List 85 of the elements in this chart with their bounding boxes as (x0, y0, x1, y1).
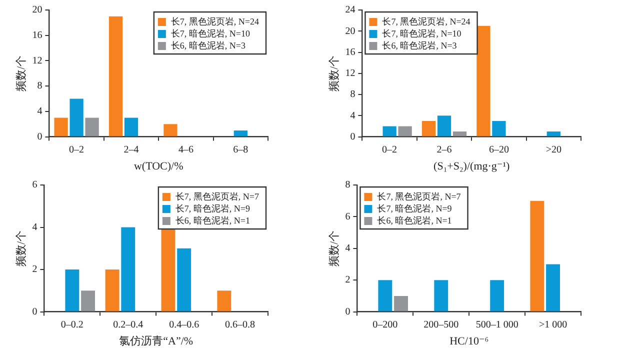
bar (81, 290, 96, 312)
y-tick-label: 4 (32, 222, 38, 233)
bar (234, 130, 248, 136)
x-axis-title: w(TOC)/% (134, 160, 184, 172)
bar (382, 126, 396, 136)
bar (164, 124, 178, 136)
bar (476, 26, 490, 136)
bar (378, 280, 392, 312)
legend-label: 长7, 黑色泥页岩, N=24 (170, 16, 260, 26)
x-tick-label: 0–2 (69, 144, 84, 156)
bar (434, 280, 448, 312)
bar (437, 116, 452, 136)
x-tick-label: 2–6 (436, 144, 452, 156)
x-tick-label: 0–0.2 (60, 319, 84, 330)
bar (54, 118, 68, 136)
legend-label: 长6, 暗色泥岩, N=1 (377, 215, 452, 226)
x-tick-label: >1 000 (538, 319, 568, 330)
y-tick-label: 4 (37, 106, 42, 118)
x-axis-title: HC/10⁻⁶ (450, 335, 489, 348)
y-tick-label: 20 (32, 4, 42, 16)
y-tick-label: 16 (32, 30, 42, 41)
y-tick-label: 8 (350, 89, 356, 100)
y-tick-label: 20 (345, 26, 356, 37)
bar (121, 227, 136, 312)
x-tick-label: 0.2–0.4 (113, 319, 144, 330)
legend-label: 长7, 黑色泥页岩, N=7 (175, 191, 260, 202)
bar (124, 118, 138, 136)
bar (422, 120, 436, 136)
y-tick-label: 4 (350, 110, 356, 122)
legend-label: 长7, 暗色泥岩, N=10 (382, 28, 462, 38)
y-tick-label: 4 (345, 243, 350, 254)
y-tick-label: 0 (350, 131, 356, 142)
x-tick-label: 6–20 (488, 144, 509, 156)
y-tick-label: 0 (37, 131, 42, 142)
legend-label: 长7, 暗色泥岩, N=9 (377, 203, 452, 214)
bar (85, 118, 99, 136)
y-tick-label: 16 (345, 46, 356, 58)
y-tick-label: 12 (32, 55, 42, 66)
bar (398, 126, 412, 136)
x-tick-label: 0–2 (382, 144, 398, 156)
legend-label: 长7, 黑色泥页岩, N=7 (377, 191, 462, 202)
y-tick-label: 0 (345, 306, 350, 318)
bar (394, 296, 408, 312)
x-tick-label: 0–200 (372, 319, 398, 330)
x-tick-label: 2–4 (124, 144, 139, 156)
bar (490, 280, 504, 312)
bar (530, 200, 544, 312)
y-tick-label: 12 (345, 68, 356, 80)
x-tick-label: 0.4–0.6 (169, 319, 200, 330)
y-tick-label: 24 (345, 4, 356, 16)
x-axis-title: 氯仿沥青“A”/% (119, 334, 194, 348)
y-tick-label: 8 (345, 180, 350, 191)
y-tick-label: 6 (32, 180, 38, 191)
bar (492, 120, 506, 136)
y-axis-title: 频数/个 (15, 230, 28, 266)
y-tick-label: 2 (345, 274, 350, 286)
bar (177, 248, 192, 312)
bar (105, 270, 120, 312)
x-tick-label: >20 (546, 144, 562, 156)
x-tick-label: 200–500 (424, 319, 459, 330)
legend-label: 长7, 暗色泥岩, N=10 (170, 28, 250, 38)
legend-label: 长7, 暗色泥岩, N=9 (175, 203, 250, 214)
bar (546, 264, 560, 312)
y-axis-title: 频数/个 (328, 55, 340, 92)
bar (65, 270, 80, 312)
x-tick-label: 500–1 000 (476, 319, 518, 330)
x-tick-label: 0.6–0.8 (225, 319, 256, 330)
legend-label: 长6, 暗色泥岩, N=3 (382, 40, 458, 50)
y-tick-label: 2 (32, 264, 38, 276)
bar (108, 16, 123, 136)
bar (452, 132, 467, 136)
y-tick-label: 8 (37, 80, 42, 92)
y-tick-label: 6 (345, 211, 350, 222)
bar (70, 98, 84, 136)
bar (217, 290, 232, 312)
x-tick-label: 6–8 (233, 144, 248, 156)
legend-label: 长6, 暗色泥岩, N=3 (170, 40, 246, 50)
legend-label: 长6, 暗色泥岩, N=1 (175, 215, 250, 226)
y-axis-title: 频数/个 (328, 230, 340, 266)
legend-label: 长7, 黑色泥页岩, N=24 (382, 16, 471, 26)
x-tick-label: 4–6 (178, 144, 194, 156)
y-axis-title: 频数/个 (15, 55, 28, 92)
y-tick-label: 0 (32, 306, 38, 318)
bar (546, 132, 560, 136)
x-axis-title: (S₁+S₂)/(mg·g⁻¹) (434, 160, 510, 172)
